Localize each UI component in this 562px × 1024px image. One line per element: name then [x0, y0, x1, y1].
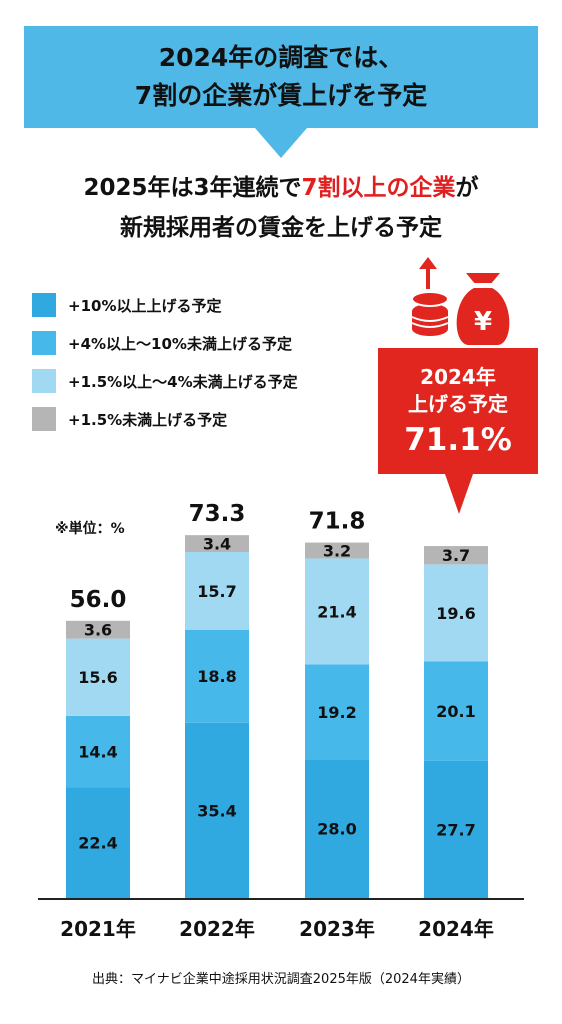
legend-label: +10%以上上げる予定 — [68, 296, 222, 315]
legend-swatch — [32, 407, 56, 431]
data-label: 27.7 — [436, 820, 475, 839]
bar-segment — [424, 546, 488, 565]
bar-segment — [66, 638, 130, 716]
legend-swatch — [32, 369, 56, 393]
data-label: 20.1 — [436, 702, 475, 721]
data-label: 15.6 — [78, 668, 117, 687]
callout-year: 2024年 — [420, 365, 496, 389]
callout-box: 2024年 上げる予定 71.1% — [378, 348, 538, 474]
data-label: 3.7 — [442, 546, 470, 565]
source-note: 出典：マイナビ企業中途採用状況調査2025年版（2024年実績） — [92, 972, 470, 987]
bar-segment — [66, 715, 130, 788]
data-label: 18.8 — [197, 667, 236, 686]
subtitle-part-2: が — [455, 175, 479, 201]
bar-segment — [66, 787, 130, 898]
banner-pointer — [255, 128, 307, 158]
data-label: 21.4 — [317, 602, 356, 621]
bar-segment — [424, 661, 488, 761]
data-label: 3.2 — [323, 542, 351, 561]
header-banner: 2024年の調査では、 7割の企業が賃上げを予定 — [24, 26, 538, 128]
subtitle-line-1: 2025年は3年連続で7割以上の企業が — [0, 168, 562, 208]
stacked-bar-chart: 22.4 14.4 15.6 3.6 56.0 2021年 35.4 18.8 15.7 3.4 7… — [38, 501, 524, 941]
subtitle-line-2: 新規採用者の賃金を上げる予定 — [120, 215, 442, 241]
total-label: 71.8 — [309, 509, 366, 535]
total-label: 56.0 — [70, 587, 127, 613]
data-label: 22.4 — [78, 834, 117, 853]
legend-item: +1.5%未満上げる予定 — [32, 407, 298, 431]
legend-item: +1.5%以上〜4%未満上げる予定 — [32, 369, 298, 393]
callout-value: 71.1% — [404, 422, 512, 458]
subtitle: 2025年は3年連続で7割以上の企業が 新規採用者の賃金を上げる予定 — [0, 168, 562, 248]
legend-label: +1.5%未満上げる予定 — [68, 410, 228, 429]
x-tick-label: 2023年 — [299, 917, 375, 941]
bar-segment — [305, 558, 369, 665]
x-tick-label: 2024年 — [418, 917, 494, 941]
bar-segment — [66, 620, 130, 639]
bar-segment — [424, 564, 488, 662]
data-label: 3.6 — [84, 621, 112, 640]
callout-pointer — [445, 474, 473, 514]
bar-segment — [305, 664, 369, 760]
subtitle-part-1: 2025年は3年連続で — [83, 175, 302, 201]
header-line-1: 2024年の調査では、 — [158, 43, 404, 72]
total-label: 73.3 — [189, 501, 246, 527]
bar-segment — [185, 629, 249, 723]
unit-note: ※単位：% — [55, 521, 125, 537]
data-label: 14.4 — [78, 742, 117, 761]
header-line-2: 7割の企業が賃上げを予定 — [134, 81, 428, 110]
data-label: 19.2 — [317, 703, 356, 722]
legend-label: +4%以上〜10%未満上げる予定 — [68, 334, 292, 353]
bar-segment — [185, 535, 249, 552]
legend-swatch — [32, 293, 56, 317]
legend: +10%以上上げる予定 +4%以上〜10%未満上げる予定 +1.5%以上〜4%未… — [32, 293, 298, 445]
legend-label: +1.5%以上〜4%未満上げる予定 — [68, 372, 298, 391]
legend-item: +4%以上〜10%未満上げる予定 — [32, 331, 298, 355]
svg-text:¥: ¥ — [474, 307, 492, 337]
bar-segment — [305, 542, 369, 559]
data-label: 35.4 — [197, 801, 236, 820]
x-tick-label: 2022年 — [179, 917, 255, 941]
bar-segment — [185, 722, 249, 898]
data-label: 28.0 — [317, 820, 356, 839]
bar-segment — [424, 760, 488, 898]
callout-label: 上げる予定 — [408, 392, 508, 416]
bar-segment — [185, 551, 249, 630]
bar-segment — [305, 759, 369, 898]
data-label: 15.7 — [197, 582, 236, 601]
legend-swatch — [32, 331, 56, 355]
money-bag-yen-icon: ¥ — [408, 255, 518, 347]
x-tick-label: 2021年 — [60, 917, 136, 941]
subtitle-highlight: 7割以上の企業 — [301, 175, 456, 201]
legend-item: +10%以上上げる予定 — [32, 293, 298, 317]
data-label: 19.6 — [436, 604, 475, 623]
data-label: 3.4 — [203, 535, 231, 554]
